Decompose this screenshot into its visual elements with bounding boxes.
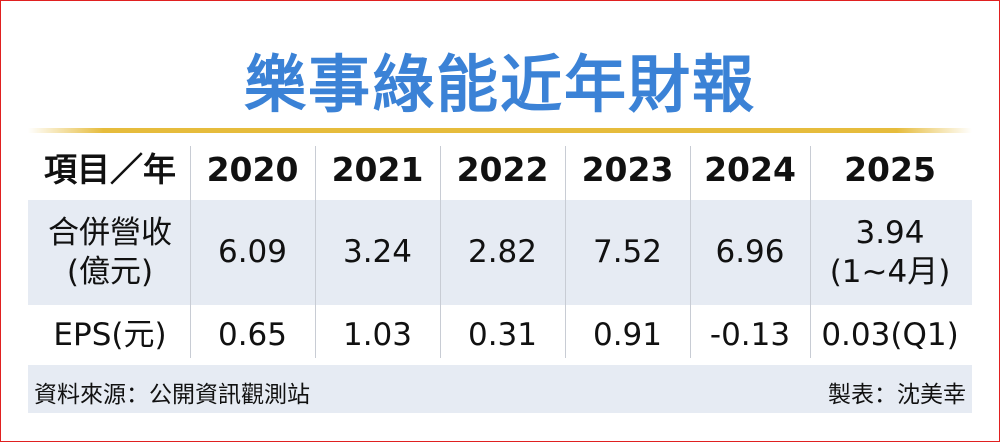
cell: 0.03(Q1)	[821, 316, 959, 353]
row-band	[28, 200, 972, 305]
cell-line: 合併營收	[48, 214, 172, 251]
row-label: 項目／年	[44, 150, 176, 190]
cell-line: 3.94	[855, 214, 925, 251]
row-label: 合併營收 (億元)	[30, 200, 190, 305]
cell: 0.65	[217, 316, 288, 353]
footer: 資料來源：公開資訊觀測站 製表：沈美幸	[28, 365, 972, 413]
column-separator	[810, 146, 811, 358]
cell: 0.91	[592, 316, 663, 353]
title: 樂事綠能近年財報	[243, 48, 756, 121]
column-separator	[440, 146, 441, 358]
row-label: EPS(元)	[53, 316, 167, 353]
cell: 2020	[206, 150, 299, 190]
cell: 1.03	[342, 316, 413, 353]
source: 資料來源：公開資訊觀測站	[34, 382, 310, 408]
cell: 0.31	[467, 316, 538, 353]
cell: 2021	[331, 150, 424, 190]
cell: 6.09	[217, 234, 288, 271]
cell-line: (1~4月)	[829, 253, 951, 290]
column-separator	[190, 146, 191, 358]
cell: 2023	[581, 150, 674, 190]
column-separator	[690, 146, 691, 358]
column-separator	[315, 146, 316, 358]
cell: 2024	[704, 150, 796, 190]
cell: 3.24	[342, 234, 413, 271]
cell: 7.52	[592, 234, 663, 271]
cell: 6.96	[715, 234, 785, 271]
cell-line: (億元)	[66, 253, 154, 290]
cell: 2025	[844, 150, 936, 190]
cell: 3.94 (1~4月)	[810, 200, 970, 305]
column-separator	[565, 146, 566, 358]
cell: 2022	[456, 150, 549, 190]
title-rule	[28, 128, 972, 133]
cell: -0.13	[709, 316, 791, 353]
credit: 製表：沈美幸	[828, 382, 966, 408]
cell: 2.82	[467, 234, 538, 271]
